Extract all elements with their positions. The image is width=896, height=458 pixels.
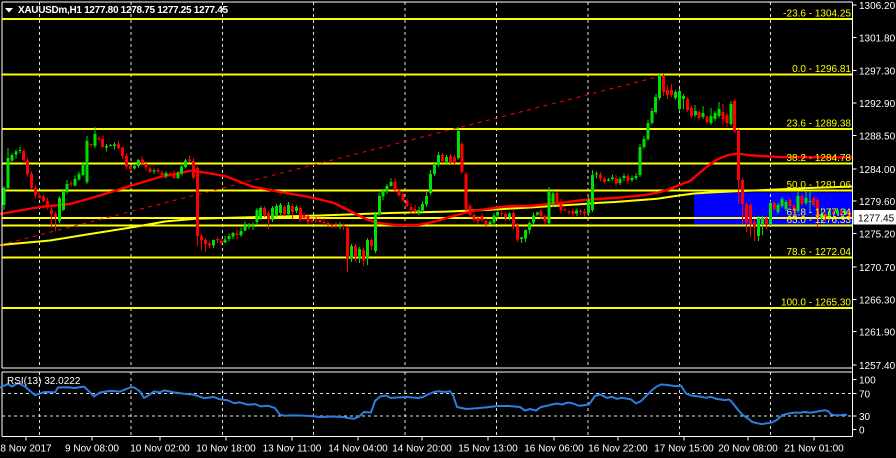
svg-text:1277.45: 1277.45 bbox=[858, 214, 895, 225]
svg-text:0.0 - 1296.81: 0.0 - 1296.81 bbox=[792, 64, 851, 75]
svg-text:XAUUSDm,H1 1277.80 1278.75 12: XAUUSDm,H1 1277.80 1278.75 1277.25 1277.… bbox=[18, 5, 229, 16]
svg-text:1292.90: 1292.90 bbox=[859, 99, 896, 110]
svg-text:100.0 - 1265.30: 100.0 - 1265.30 bbox=[781, 297, 851, 308]
svg-text:38.2 - 1284.78: 38.2 - 1284.78 bbox=[787, 153, 852, 164]
svg-text:100: 100 bbox=[859, 376, 876, 387]
svg-text:8 Nov 2017: 8 Nov 2017 bbox=[0, 444, 52, 455]
svg-text:RSI(13) 32.0222: RSI(13) 32.0222 bbox=[7, 376, 81, 387]
svg-text:15 Nov 13:00: 15 Nov 13:00 bbox=[458, 444, 518, 455]
svg-text:10 Nov 18:00: 10 Nov 18:00 bbox=[196, 444, 256, 455]
svg-text:70: 70 bbox=[859, 390, 871, 401]
svg-text:61.8 - 1277.34: 61.8 - 1277.34 bbox=[787, 207, 852, 218]
svg-text:17 Nov 15:00: 17 Nov 15:00 bbox=[654, 444, 714, 455]
svg-text:1261.90: 1261.90 bbox=[859, 328, 896, 339]
svg-text:30: 30 bbox=[859, 412, 871, 423]
svg-text:1279.60: 1279.60 bbox=[859, 197, 896, 208]
svg-text:16 Nov 06:00: 16 Nov 06:00 bbox=[524, 444, 584, 455]
svg-text:1301.80: 1301.80 bbox=[859, 34, 896, 45]
svg-text:1270.70: 1270.70 bbox=[859, 263, 896, 274]
svg-text:1306.20: 1306.20 bbox=[859, 1, 896, 12]
svg-text:13 Nov 11:00: 13 Nov 11:00 bbox=[263, 444, 322, 455]
svg-text:78.6 - 1272.04: 78.6 - 1272.04 bbox=[787, 247, 852, 258]
svg-text:65.0 - 1276.33: 65.0 - 1276.33 bbox=[787, 215, 852, 226]
svg-text:1284.00: 1284.00 bbox=[859, 165, 896, 176]
svg-text:1257.40: 1257.40 bbox=[859, 361, 896, 372]
svg-text:14 Nov 04:00: 14 Nov 04:00 bbox=[328, 444, 388, 455]
svg-text:16 Nov 22:00: 16 Nov 22:00 bbox=[588, 444, 648, 455]
svg-text:1288.50: 1288.50 bbox=[859, 132, 896, 143]
svg-text:20 Nov 08:00: 20 Nov 08:00 bbox=[718, 444, 778, 455]
svg-text:1266.30: 1266.30 bbox=[859, 295, 896, 306]
svg-text:0: 0 bbox=[859, 426, 865, 437]
svg-text:23.6 - 1289.38: 23.6 - 1289.38 bbox=[787, 119, 852, 130]
svg-text:10 Nov 02:00: 10 Nov 02:00 bbox=[130, 444, 190, 455]
svg-text:21 Nov 01:00: 21 Nov 01:00 bbox=[784, 444, 844, 455]
svg-text:1275.20: 1275.20 bbox=[859, 230, 896, 241]
svg-text:9 Nov 08:00: 9 Nov 08:00 bbox=[65, 444, 119, 455]
svg-text:50.0 - 1281.06: 50.0 - 1281.06 bbox=[787, 180, 852, 191]
svg-text:14 Nov 20:00: 14 Nov 20:00 bbox=[392, 444, 452, 455]
svg-text:-23.6 - 1304.25: -23.6 - 1304.25 bbox=[783, 9, 851, 20]
svg-text:1297.30: 1297.30 bbox=[859, 67, 896, 78]
